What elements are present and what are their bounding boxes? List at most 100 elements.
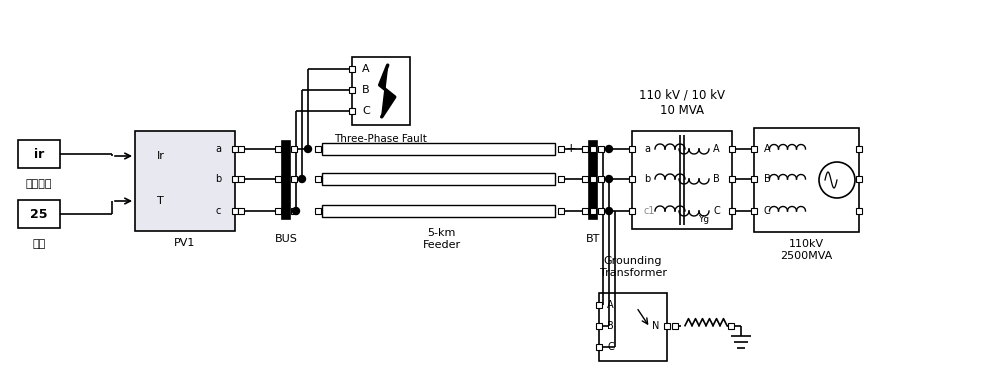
Bar — [589, 141, 597, 219]
Bar — [291, 176, 297, 182]
Text: A: A — [362, 64, 370, 74]
Text: b: b — [215, 174, 221, 184]
Bar — [18, 140, 60, 168]
Bar — [322, 143, 555, 155]
Circle shape — [606, 208, 612, 215]
Bar — [238, 146, 244, 152]
Text: a: a — [215, 144, 221, 154]
Bar — [275, 176, 281, 182]
Text: Grounding
Transformer: Grounding Transformer — [600, 256, 666, 278]
Text: B: B — [607, 321, 614, 331]
Text: 光照强度: 光照强度 — [26, 179, 52, 189]
Text: Yg: Yg — [698, 215, 710, 223]
Bar — [232, 176, 238, 182]
Bar — [751, 208, 757, 214]
Text: BUS: BUS — [275, 234, 297, 244]
Text: B: B — [764, 174, 771, 184]
Bar — [275, 146, 281, 152]
Text: +: + — [566, 142, 576, 154]
Bar — [582, 208, 588, 214]
Bar — [315, 176, 321, 182]
Bar — [632, 131, 732, 229]
Bar — [282, 141, 290, 219]
Bar — [751, 176, 757, 182]
Text: Ir: Ir — [157, 151, 165, 161]
Bar — [232, 208, 238, 214]
Circle shape — [606, 176, 612, 183]
Bar — [629, 176, 635, 182]
Text: N: N — [652, 321, 659, 331]
Bar — [751, 146, 757, 152]
Text: C: C — [713, 206, 720, 216]
Bar — [238, 208, 244, 214]
Bar — [291, 146, 297, 152]
Circle shape — [606, 146, 612, 152]
Text: b: b — [644, 174, 650, 184]
Bar — [18, 200, 60, 228]
Bar — [598, 176, 604, 182]
Bar — [232, 146, 238, 152]
Bar — [322, 173, 555, 185]
Text: T: T — [157, 196, 164, 206]
Text: PV1: PV1 — [174, 238, 196, 248]
Bar — [590, 146, 596, 152]
Text: C: C — [362, 107, 370, 117]
Text: C: C — [764, 206, 771, 216]
Circle shape — [298, 176, 306, 183]
Bar — [729, 146, 735, 152]
Bar — [856, 208, 862, 214]
Text: 温度: 温度 — [32, 239, 46, 249]
Bar — [582, 176, 588, 182]
Text: BT: BT — [586, 234, 600, 244]
Circle shape — [292, 208, 300, 215]
Bar — [315, 208, 321, 214]
Text: 110kV
2500MVA: 110kV 2500MVA — [780, 239, 833, 261]
Bar — [856, 146, 862, 152]
Bar — [590, 208, 596, 214]
Bar — [349, 108, 355, 114]
Bar — [275, 208, 281, 214]
Text: a: a — [644, 144, 650, 154]
Bar — [598, 208, 604, 214]
Bar — [596, 344, 602, 350]
Bar — [856, 176, 862, 182]
Text: A: A — [607, 300, 614, 310]
Text: B: B — [362, 85, 370, 95]
Text: A: A — [713, 144, 720, 154]
Bar — [322, 205, 555, 217]
Text: Three-Phase Fault: Three-Phase Fault — [335, 134, 427, 144]
Text: c: c — [216, 206, 221, 216]
Bar — [599, 293, 667, 361]
Bar — [629, 146, 635, 152]
Text: C: C — [607, 342, 614, 352]
Text: A: A — [764, 144, 771, 154]
Bar — [349, 86, 355, 93]
Bar — [754, 128, 859, 232]
Bar — [558, 176, 564, 182]
Bar — [349, 66, 355, 72]
Polygon shape — [380, 65, 395, 117]
Bar — [598, 146, 604, 152]
Bar — [596, 302, 602, 308]
Bar — [352, 57, 410, 125]
Text: B: B — [713, 174, 720, 184]
Text: 110 kV / 10 kV
10 MVA: 110 kV / 10 kV 10 MVA — [639, 89, 725, 117]
Bar — [590, 176, 596, 182]
Bar — [238, 176, 244, 182]
Bar — [596, 323, 602, 328]
Bar — [558, 208, 564, 214]
Text: c1: c1 — [644, 206, 656, 216]
Text: 25: 25 — [30, 208, 48, 220]
Text: 5-km
Feeder: 5-km Feeder — [422, 228, 461, 250]
Bar — [558, 146, 564, 152]
Circle shape — [304, 146, 312, 152]
Text: ir: ir — [34, 147, 44, 161]
Bar — [664, 323, 670, 328]
Bar — [729, 176, 735, 182]
Bar — [291, 208, 297, 214]
Bar — [582, 146, 588, 152]
Bar — [629, 208, 635, 214]
Bar — [729, 208, 735, 214]
Bar — [315, 146, 321, 152]
Bar — [135, 131, 235, 231]
